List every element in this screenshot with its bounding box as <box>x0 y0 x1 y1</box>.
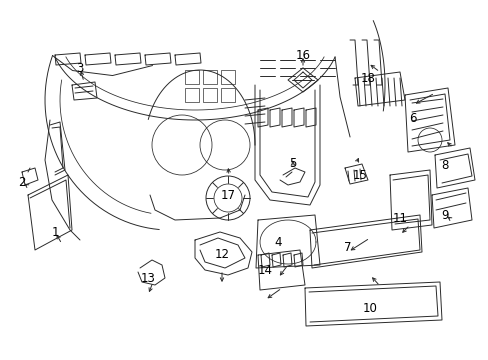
Text: 10: 10 <box>362 302 377 315</box>
Text: 16: 16 <box>295 49 310 62</box>
Text: 2: 2 <box>18 176 26 189</box>
Text: 17: 17 <box>220 189 235 202</box>
Bar <box>184 70 199 84</box>
Text: 14: 14 <box>257 264 272 276</box>
Text: 7: 7 <box>344 240 351 253</box>
Bar <box>184 88 199 102</box>
Text: 6: 6 <box>408 112 416 125</box>
Text: 4: 4 <box>274 235 281 248</box>
Text: 3: 3 <box>76 62 83 75</box>
Text: 18: 18 <box>360 72 375 85</box>
Bar <box>203 70 217 84</box>
Bar <box>221 70 235 84</box>
Bar <box>203 88 217 102</box>
Text: 5: 5 <box>289 157 296 170</box>
Text: 11: 11 <box>392 212 407 225</box>
Text: 1: 1 <box>51 225 59 239</box>
Text: 15: 15 <box>352 168 366 181</box>
Text: 12: 12 <box>214 248 229 261</box>
Text: 9: 9 <box>440 208 448 221</box>
Bar <box>221 88 235 102</box>
Text: 13: 13 <box>140 271 155 284</box>
Text: 8: 8 <box>440 158 448 171</box>
